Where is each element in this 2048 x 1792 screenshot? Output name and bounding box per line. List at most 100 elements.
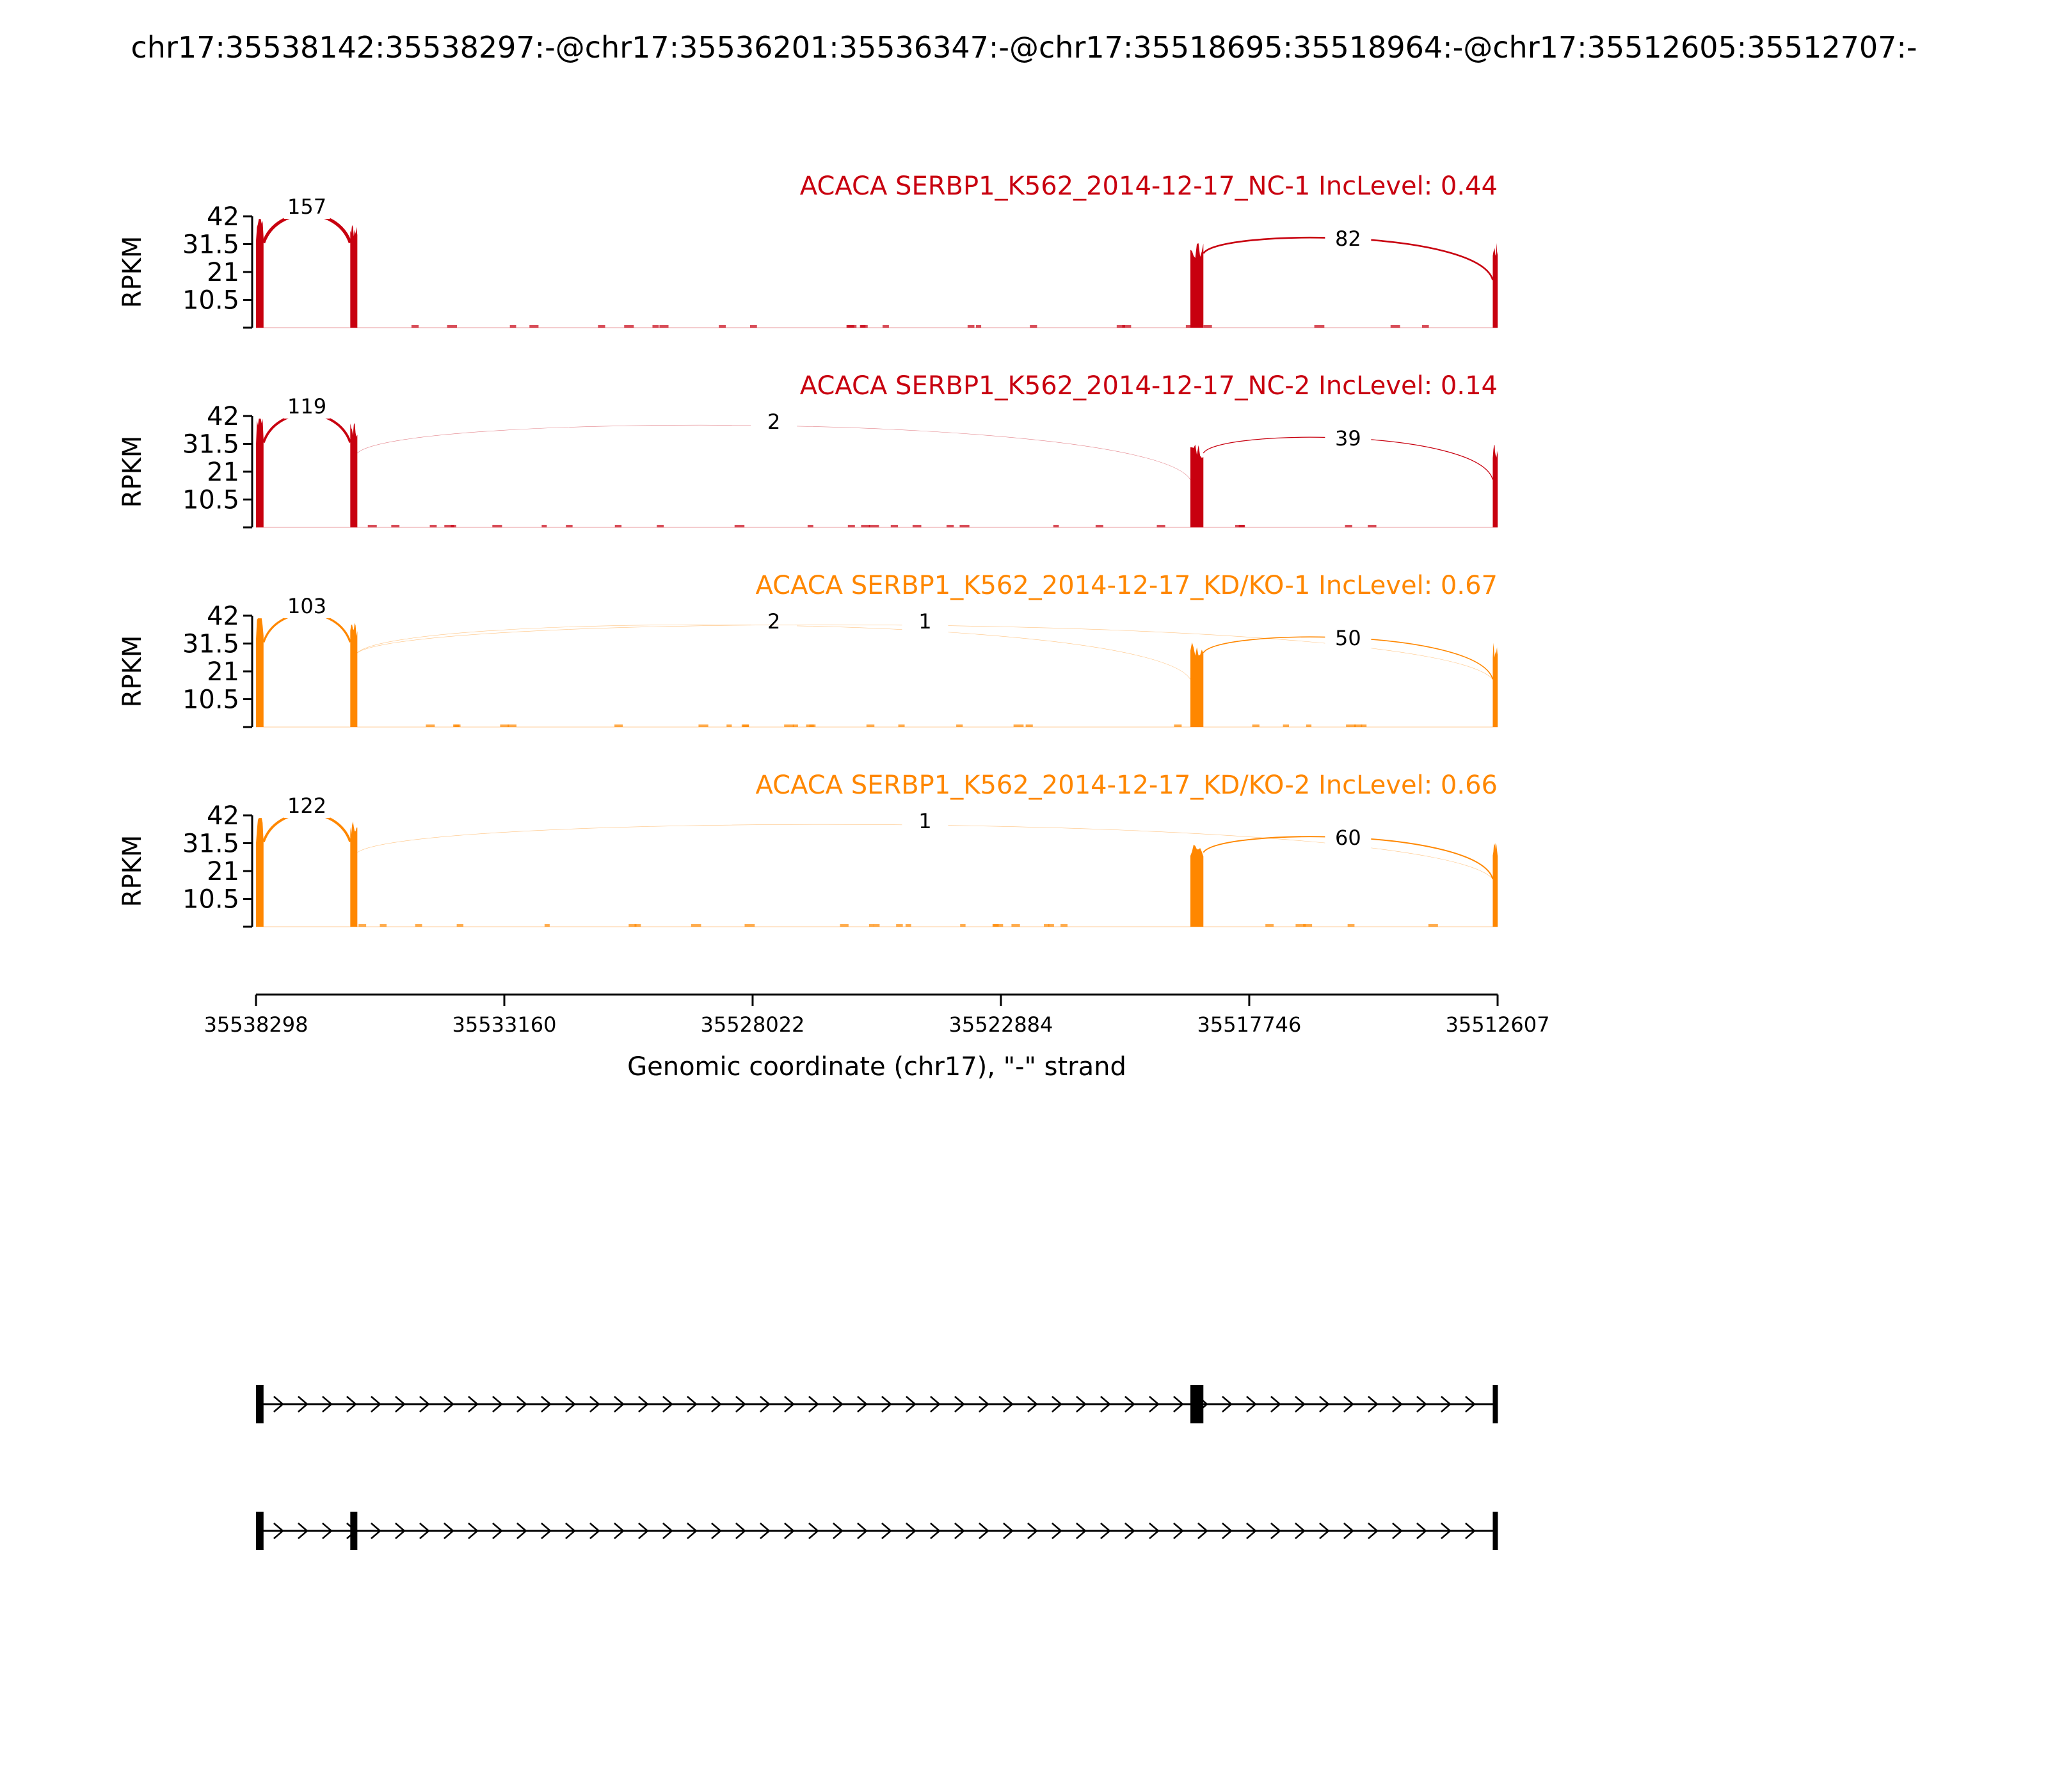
- y-tick-label: 21: [207, 657, 239, 687]
- strand-arrow: [808, 1396, 819, 1412]
- strand-arrow: [1246, 1523, 1257, 1539]
- junction-label-bg: [751, 411, 797, 434]
- strand-arrow: [322, 1523, 333, 1539]
- exon-coverage: [1492, 243, 1498, 328]
- coverage-noise: [698, 724, 708, 727]
- coverage-noise: [628, 924, 637, 927]
- junction-count-label: 122: [287, 794, 326, 818]
- track-label: ACACA SERBP1_K562_2014-12-17_KD/KO-2 Inc…: [756, 771, 1498, 800]
- exon-coverage: [1190, 243, 1204, 328]
- junction-count-label: 2: [767, 609, 780, 634]
- coverage-noise: [807, 525, 813, 527]
- strand-arrow: [1052, 1396, 1062, 1412]
- strand-arrow: [735, 1396, 746, 1412]
- coverage-noise: [1030, 325, 1037, 328]
- coverage-noise: [792, 724, 798, 727]
- strand-arrow: [468, 1523, 479, 1539]
- strand-arrow: [1052, 1523, 1062, 1539]
- strand-arrow: [833, 1396, 844, 1412]
- strand-arrow: [784, 1523, 795, 1539]
- strand-arrow: [1027, 1523, 1038, 1539]
- coverage-noise: [868, 525, 879, 527]
- exon-block: [256, 1512, 264, 1550]
- coverage-noise: [1013, 724, 1024, 727]
- strand-arrow: [1465, 1523, 1476, 1539]
- strand-arrow: [735, 1523, 746, 1539]
- strand-arrow: [395, 1523, 406, 1539]
- exon-coverage: [350, 225, 358, 328]
- coverage-noise: [784, 724, 794, 727]
- coverage-noise: [429, 525, 437, 527]
- coverage-noise: [598, 325, 605, 328]
- strand-arrow: [760, 1523, 771, 1539]
- coverage-noise: [960, 924, 966, 927]
- coverage-noise: [1053, 525, 1059, 527]
- coverage-noise: [358, 924, 367, 927]
- exon-coverage: [1190, 444, 1204, 527]
- track-2: ACACA SERBP1_K562_2014-12-17_NC-2 IncLev…: [118, 371, 1498, 529]
- strand-arrow: [1222, 1523, 1233, 1539]
- coverage-noise: [624, 325, 634, 328]
- strand-arrow: [468, 1396, 479, 1412]
- coverage-noise: [426, 724, 435, 727]
- strand-arrow: [1173, 1523, 1184, 1539]
- strand-arrow: [1319, 1396, 1330, 1412]
- coverage-noise: [1303, 924, 1313, 927]
- coverage-noise: [726, 724, 732, 727]
- junction-count-label: 119: [287, 394, 326, 419]
- coverage-noise: [1265, 924, 1274, 927]
- strand-arrow: [298, 1523, 308, 1539]
- coverage-noise: [1390, 325, 1400, 328]
- strand-arrow: [979, 1396, 989, 1412]
- strand-arrow: [1124, 1523, 1135, 1539]
- coverage-noise: [509, 325, 516, 328]
- track-3: ACACA SERBP1_K562_2014-12-17_KD/KO-1 Inc…: [118, 571, 1498, 728]
- track-label: ACACA SERBP1_K562_2014-12-17_NC-1 IncLev…: [800, 172, 1498, 201]
- coverage-noise: [380, 924, 387, 927]
- strand-arrow: [760, 1396, 771, 1412]
- coverage-noise: [1361, 724, 1367, 727]
- coverage-noise: [508, 724, 516, 727]
- coverage-noise: [614, 724, 623, 727]
- junction-label-bg: [902, 611, 948, 634]
- strand-arrow: [662, 1396, 673, 1412]
- strand-arrow: [1295, 1396, 1306, 1412]
- coverage-noise: [691, 924, 701, 927]
- strand-arrow: [1027, 1396, 1038, 1412]
- strand-arrow: [444, 1396, 454, 1412]
- exon-coverage: [350, 821, 358, 927]
- coverage-noise: [1346, 724, 1356, 727]
- coverage-noise: [1025, 724, 1033, 727]
- coverage-noise: [492, 525, 502, 527]
- coverage-noise: [1048, 924, 1054, 927]
- coverage-noise: [959, 525, 970, 527]
- strand-arrow: [1343, 1523, 1354, 1539]
- junction-count-label: 39: [1335, 426, 1361, 451]
- junction-count-label: 2: [767, 410, 780, 434]
- exon-coverage: [256, 818, 264, 927]
- strand-arrow: [687, 1523, 698, 1539]
- coverage-noise: [734, 525, 745, 527]
- strand-arrow: [1270, 1396, 1281, 1412]
- coverage-noise: [444, 525, 454, 527]
- strand-arrow: [833, 1523, 844, 1539]
- coverage-noise: [890, 525, 899, 527]
- junction-label-bg: [1325, 228, 1372, 251]
- strand-arrow: [930, 1523, 941, 1539]
- exon-coverage: [1190, 642, 1204, 727]
- y-tick-label: 10.5: [182, 486, 239, 515]
- strand-arrow: [1319, 1523, 1330, 1539]
- x-tick-label: 35517746: [1197, 1012, 1302, 1037]
- coverage-noise: [956, 724, 963, 727]
- strand-arrow: [1392, 1523, 1403, 1539]
- chart-title: chr17:35538142:35538297:-@chr17:35536201…: [131, 30, 1917, 65]
- coverage-noise: [868, 924, 874, 927]
- coverage-noise: [1043, 924, 1050, 927]
- y-tick-label: 31.5: [182, 829, 239, 859]
- coverage-noise: [1345, 525, 1352, 527]
- exon-block: [1492, 1385, 1498, 1423]
- strand-arrow: [1149, 1523, 1160, 1539]
- strand-arrow: [1173, 1396, 1184, 1412]
- track-panels: ACACA SERBP1_K562_2014-12-17_NC-1 IncLev…: [118, 172, 1498, 928]
- strand-arrow: [1003, 1396, 1014, 1412]
